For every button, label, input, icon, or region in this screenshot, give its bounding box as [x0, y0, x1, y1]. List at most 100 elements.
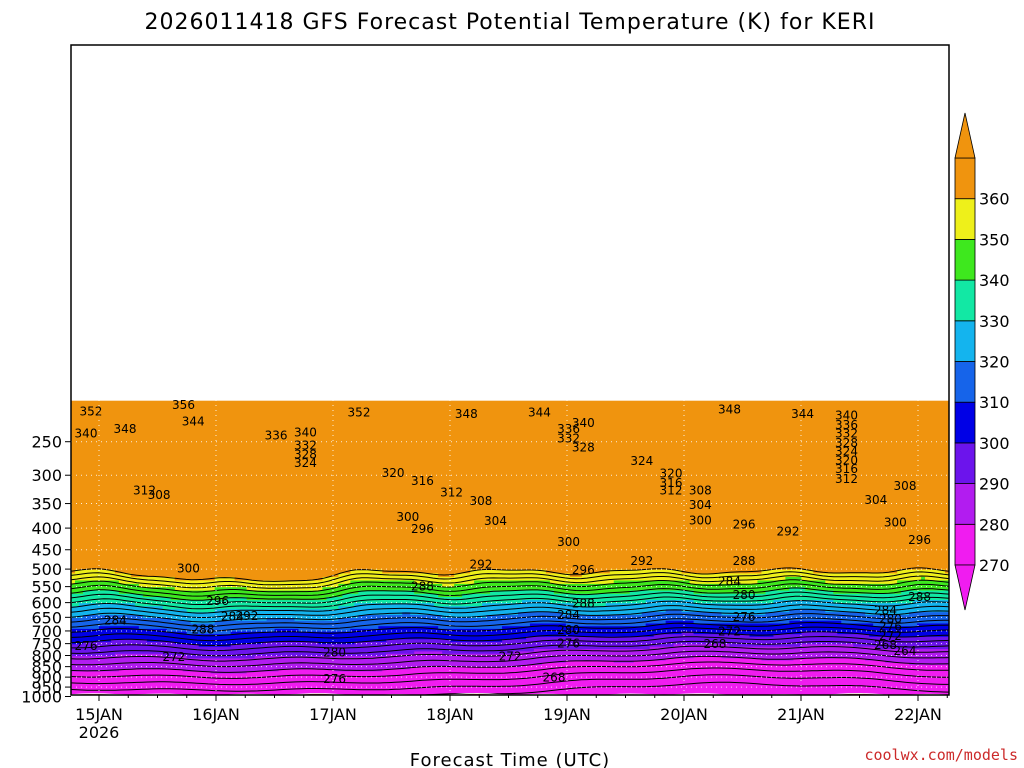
fill-cell — [921, 576, 926, 581]
contour-label: 268 — [703, 637, 726, 651]
fill-cell — [665, 620, 695, 624]
fill-cell — [71, 528, 949, 534]
fill-cell — [71, 523, 949, 529]
fill-cell — [865, 611, 910, 616]
contour-line — [71, 635, 949, 651]
fill-cell — [338, 605, 949, 610]
contour-label: 316 — [660, 476, 683, 490]
fill-cell — [142, 614, 359, 618]
x-tick-label: 18JAN — [426, 705, 474, 724]
fill-cell — [773, 599, 834, 604]
fill-cell — [565, 660, 615, 663]
fill-cell — [230, 630, 683, 635]
contour-label: 320 — [660, 466, 683, 480]
contour-label: 324 — [835, 445, 858, 459]
contour-line — [71, 640, 949, 657]
x-tick-label: 15JAN — [75, 705, 123, 724]
fill-cell — [358, 589, 415, 594]
fill-cell — [350, 628, 949, 632]
fill-cell — [338, 617, 949, 621]
contour-label: 300 — [884, 516, 907, 530]
fill-cell — [118, 589, 359, 594]
fill-cell — [170, 596, 228, 601]
contour-label: 356 — [172, 398, 195, 412]
contour-label: 300 — [557, 535, 580, 549]
colorbar-bottom-arrow — [954, 564, 976, 611]
contour-label: 284 — [557, 608, 580, 622]
fill-cell — [633, 660, 886, 663]
y-tick-label: 700 — [31, 622, 62, 641]
contour-label: 348 — [718, 403, 741, 417]
fill-cell — [71, 518, 949, 525]
contour-line — [71, 655, 949, 673]
contour-label: 292 — [235, 609, 258, 623]
fill-cell — [897, 579, 949, 584]
fill-cell — [486, 614, 949, 618]
fill-cell — [214, 608, 667, 613]
fill-cell — [521, 599, 551, 604]
contour-label: 280 — [733, 588, 756, 602]
fill-cell — [326, 596, 949, 601]
fill-cell — [71, 681, 949, 684]
fill-cell — [721, 655, 949, 659]
fill-cell — [71, 599, 523, 604]
y-tick-label: 800 — [31, 646, 62, 665]
contour-label: 276 — [879, 620, 902, 634]
contour-line — [71, 595, 949, 610]
fill-cell — [71, 409, 949, 419]
fill-cell — [246, 596, 328, 601]
fill-cell — [502, 638, 949, 642]
fill-cell — [130, 572, 339, 577]
y-tick-label: 950 — [31, 678, 62, 697]
contour-label: 276 — [557, 637, 580, 651]
credit-link[interactable]: coolwx.com/models — [864, 746, 1018, 764]
fill-cell — [869, 633, 949, 637]
fill-cell — [71, 418, 949, 427]
grid-lines — [71, 45, 949, 695]
contour-label: 284 — [221, 610, 244, 624]
fill-cell — [294, 617, 339, 621]
fill-cell — [645, 622, 874, 627]
fill-cell — [541, 662, 910, 666]
y-tick-label: 550 — [31, 578, 62, 597]
y-axis: 250 300 350 400 4505005506006507007508008509… — [21, 433, 71, 707]
colorbar-segment — [954, 361, 976, 403]
fill-cell — [410, 666, 949, 670]
contour-label: 276 — [75, 639, 98, 653]
y-tick-label: 850 — [31, 658, 62, 677]
fill-cell — [925, 576, 949, 581]
fill-cell — [71, 689, 949, 692]
x-tick-label: 19JAN — [543, 705, 591, 724]
fill-cell — [529, 622, 567, 627]
fill-cell — [138, 625, 379, 629]
fill-cell — [82, 614, 144, 618]
fill-cell — [805, 586, 949, 591]
fill-cell — [525, 636, 949, 640]
fill-cell — [71, 541, 949, 547]
x-axis-label: Forecast Time (UTC) — [410, 750, 610, 768]
contour-label: 272 — [718, 625, 741, 639]
fill-cell — [865, 657, 949, 661]
contour-label: 316 — [411, 474, 434, 488]
fill-cell — [71, 586, 176, 591]
contour-label: 336 — [835, 418, 858, 432]
fill-cell — [897, 569, 946, 574]
contour-label: 320 — [835, 454, 858, 468]
fill-cell — [118, 668, 184, 672]
fill-cell — [565, 622, 647, 627]
fill-cell — [71, 622, 531, 627]
fill-cell — [174, 576, 216, 581]
colorbar-segment — [954, 279, 976, 322]
fill-cell — [533, 648, 949, 652]
contour-label: 304 — [689, 498, 712, 512]
fill-cell — [354, 602, 435, 607]
fill-cell — [214, 576, 236, 581]
fill-cell — [629, 589, 695, 594]
contour-label: 300 — [396, 510, 419, 524]
contour-label: 352 — [79, 404, 102, 418]
fill-cell — [71, 636, 527, 640]
fill-cell — [693, 655, 723, 659]
fill-cell — [785, 576, 802, 581]
fill-cell — [71, 487, 949, 494]
fill-cell — [71, 677, 949, 680]
